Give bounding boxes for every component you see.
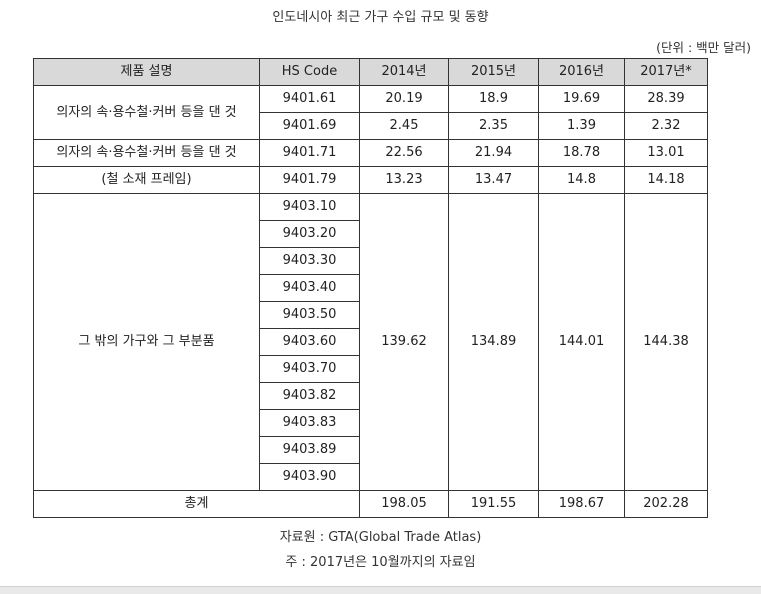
value-cell: 13.01 <box>624 139 708 167</box>
group3-value-2017: 144.38 <box>624 193 708 491</box>
value-cell: 20.19 <box>359 85 449 113</box>
group1-desc: 의자의 속·용수철·커버 등을 댄 것 <box>33 85 260 140</box>
value-cell: 14.8 <box>538 166 625 194</box>
total-value: 198.05 <box>359 490 449 518</box>
group3-value-2014: 139.62 <box>359 193 449 491</box>
table-row: 9403.50 <box>34 301 708 329</box>
hs-code-cell: 9401.79 <box>259 166 360 194</box>
value-cell: 18.9 <box>448 85 539 113</box>
hs-code-cell: 9401.71 <box>259 139 360 167</box>
hs-code-cell: 9403.83 <box>259 409 360 437</box>
value-cell: 14.18 <box>624 166 708 194</box>
header-row: 제품 설명 HS Code 2014년 2015년 2016년 2017년* <box>33 58 708 86</box>
document-title: 인도네시아 최근 가구 수입 규모 및 동향 <box>272 10 489 25</box>
table-row: 9401.69 2.45 2.35 1.39 2.32 <box>34 112 708 140</box>
value-cell: 13.23 <box>359 166 449 194</box>
table-row: (철 소재 프레임) 9401.79 13.23 13.47 14.8 14.1… <box>33 166 708 194</box>
group2-desc-line2: (철 소재 프레임) <box>33 166 260 194</box>
hs-code-cell: 9403.10 <box>259 193 360 221</box>
import-table: 제품 설명 HS Code 2014년 2015년 2016년 2017년* 의… <box>33 58 708 518</box>
hs-code-cell: 9403.70 <box>259 355 360 383</box>
header-2015: 2015년 <box>448 58 539 86</box>
value-cell: 1.39 <box>538 112 625 140</box>
total-value: 191.55 <box>448 490 539 518</box>
hs-code-cell: 9403.20 <box>259 220 360 248</box>
footnote: 주 : 2017년은 10월까지의 자료임 <box>285 555 476 570</box>
group2-desc-line1: 의자의 속·용수철·커버 등을 댄 것 <box>33 139 260 167</box>
header-2016: 2016년 <box>538 58 625 86</box>
value-cell: 28.39 <box>624 85 708 113</box>
group3-value-2015: 134.89 <box>448 193 539 491</box>
hs-code-cell: 9403.40 <box>259 274 360 302</box>
header-desc: 제품 설명 <box>33 58 260 86</box>
value-cell: 21.94 <box>448 139 539 167</box>
hs-code-cell: 9401.69 <box>259 112 360 140</box>
value-cell: 2.45 <box>359 112 449 140</box>
value-cell: 18.78 <box>538 139 625 167</box>
hs-code-cell: 9403.90 <box>259 463 360 491</box>
header-2014: 2014년 <box>359 58 449 86</box>
value-cell: 2.35 <box>448 112 539 140</box>
table-row: 9403.89 <box>34 436 708 464</box>
hs-code-cell: 9403.89 <box>259 436 360 464</box>
bottom-strip <box>0 586 761 594</box>
value-cell: 2.32 <box>624 112 708 140</box>
hs-code-cell: 9403.82 <box>259 382 360 410</box>
hs-code-cell: 9401.61 <box>259 85 360 113</box>
table-row: 9403.30 <box>34 247 708 275</box>
hs-code-cell: 9403.50 <box>259 301 360 329</box>
source-note: 자료원 : GTA(Global Trade Atlas) <box>279 530 482 545</box>
table-row: 9403.60 <box>34 328 708 356</box>
table-row: 9403.90 <box>34 463 708 491</box>
hs-code-cell: 9403.30 <box>259 247 360 275</box>
group3-desc: 그 밖의 가구와 그 부분품 <box>33 193 260 491</box>
total-row: 총계 198.05 191.55 198.67 202.28 <box>33 490 708 518</box>
table-row: 9403.83 <box>34 409 708 437</box>
header-hs-code: HS Code <box>259 58 360 86</box>
table-row: 9403.40 <box>34 274 708 302</box>
group3-value-2016: 144.01 <box>538 193 625 491</box>
total-value: 198.67 <box>538 490 625 518</box>
unit-label: (단위 : 백만 달러) <box>656 40 751 55</box>
table-row: 그 밖의 가구와 그 부분품 9403.10 139.62 134.89 144… <box>33 193 708 491</box>
total-label: 총계 <box>33 490 360 518</box>
hs-code-cell: 9403.60 <box>259 328 360 356</box>
total-value: 202.28 <box>624 490 708 518</box>
table-row: 의자의 속·용수철·커버 등을 댄 것 9401.61 20.19 18.9 1… <box>33 85 708 140</box>
header-2017: 2017년* <box>624 58 708 86</box>
table-row: 9403.20 <box>34 220 708 248</box>
table-row: 의자의 속·용수철·커버 등을 댄 것 9401.71 22.56 21.94 … <box>33 139 708 167</box>
table-row: 9403.82 <box>34 382 708 410</box>
value-cell: 19.69 <box>538 85 625 113</box>
table-row: 9403.70 <box>34 355 708 383</box>
value-cell: 13.47 <box>448 166 539 194</box>
value-cell: 22.56 <box>359 139 449 167</box>
